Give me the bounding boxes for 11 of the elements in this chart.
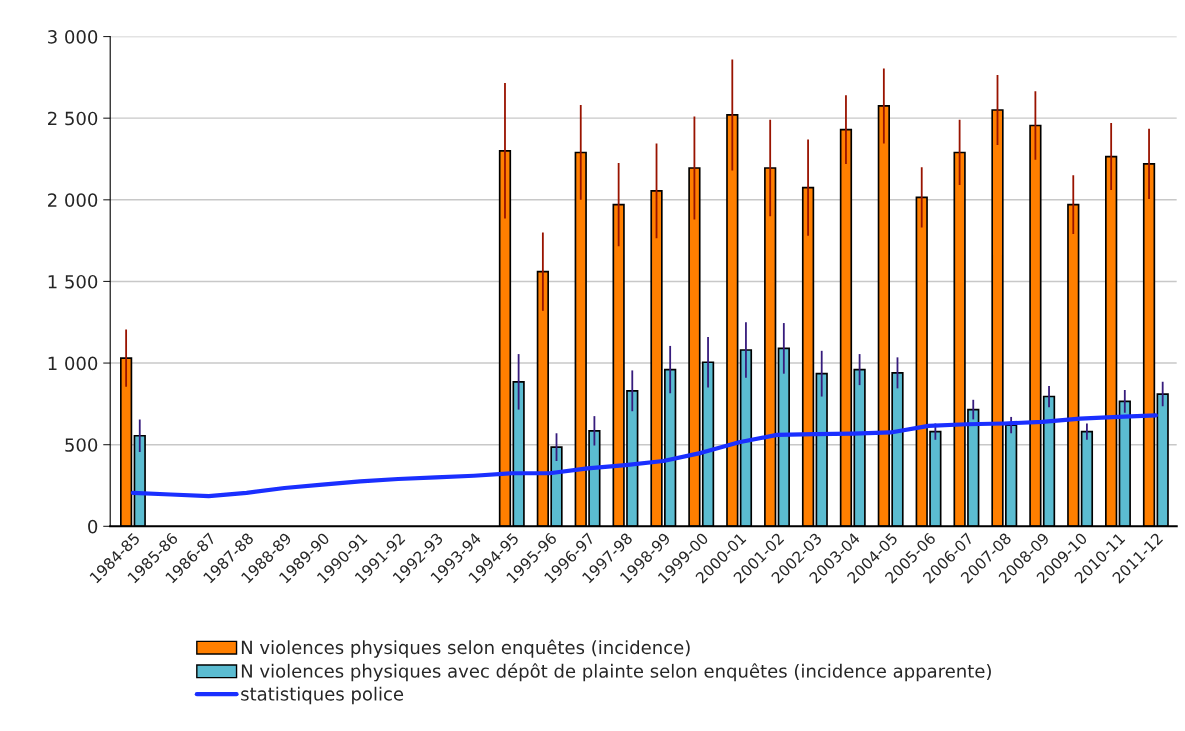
legend-label: statistiques police	[241, 686, 404, 705]
line-series	[130, 413, 1158, 499]
y-tick-label: 2 500	[48, 111, 98, 126]
y-tick-label: 500	[65, 438, 98, 452]
y-tick-label: 3 000	[48, 30, 98, 44]
y-tick-label: 1 000	[48, 356, 98, 371]
legend-label: N violences physiques selon enquêtes (incidence)	[241, 639, 690, 658]
legend-label: N violences physiques avec dépôt de plainte selon enquêtes (incidence apparente)	[241, 663, 991, 682]
y-tick-label: 0	[88, 519, 98, 534]
y-tick-label: 1 500	[48, 274, 98, 289]
y-tick-label: 2 000	[48, 193, 98, 207]
